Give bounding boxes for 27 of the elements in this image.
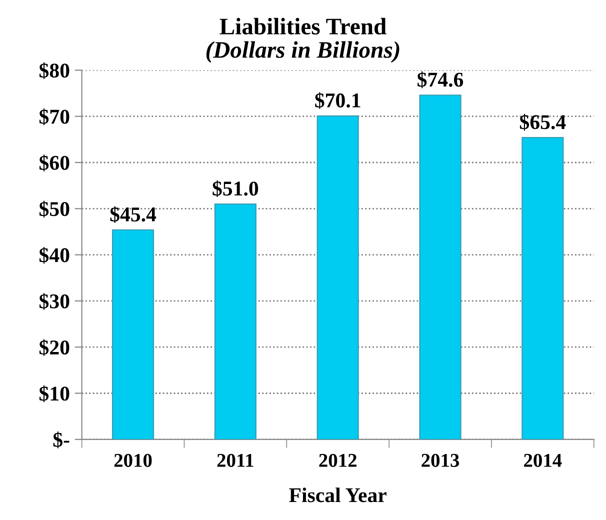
y-tick-label: $10	[39, 385, 70, 402]
y-tick-label: $-	[53, 432, 70, 448]
x-axis-title: Fiscal Year	[289, 488, 386, 502]
y-tick-label: $80	[39, 62, 70, 80]
data-label: $51.0	[212, 180, 258, 198]
y-tick-label: $40	[39, 246, 70, 264]
chart-title: Liabilities Trend	[220, 18, 386, 35]
x-tick-label: 2013	[422, 454, 460, 467]
x-tick-label: 2011	[217, 454, 254, 467]
y-tick-label: $20	[39, 339, 70, 356]
bar	[316, 115, 359, 440]
data-label: $74.6	[418, 71, 464, 88]
data-label: $70.1	[315, 92, 360, 109]
x-tick-label: 2012	[319, 454, 356, 467]
data-label: $45.4	[110, 206, 156, 223]
bar	[214, 203, 256, 440]
x-tick-label: 2014	[524, 454, 562, 467]
chart-subtitle: (Dollars in Billions)	[206, 41, 400, 63]
y-tick-label: $70	[39, 108, 70, 126]
y-tick-label: $50	[39, 200, 70, 218]
y-tick-label: $60	[39, 154, 70, 172]
data-label: $65.4	[520, 114, 566, 131]
bar	[419, 94, 462, 440]
y-tick-label: $30	[39, 293, 70, 310]
x-tick-label: 2010	[114, 454, 152, 467]
bar	[112, 229, 154, 440]
bar	[522, 137, 564, 440]
